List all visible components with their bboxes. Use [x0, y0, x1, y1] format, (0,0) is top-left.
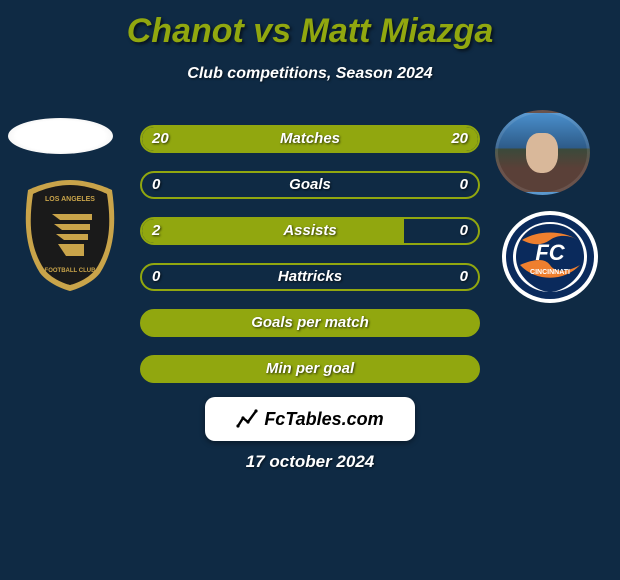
stat-value-right: 0	[460, 173, 468, 197]
crest-left-line2: FOOTBALL CLUB	[45, 268, 97, 274]
player-right-avatar	[495, 110, 590, 195]
stat-label: Goals	[142, 173, 478, 197]
page-subtitle: Club competitions, Season 2024	[0, 65, 620, 83]
crest-right-city: CINCINNATI	[530, 269, 570, 276]
stat-row: 2Assists0	[140, 217, 480, 245]
stat-label: Assists	[142, 219, 478, 243]
stat-value-right: 0	[460, 265, 468, 289]
team-right-crest: FC CINCINNATI	[500, 210, 600, 305]
stat-value-right: 0	[460, 219, 468, 243]
stat-value-right: 20	[451, 127, 468, 151]
stats-container: 20Matches200Goals02Assists00Hattricks0 G…	[140, 125, 480, 401]
stat-label: Hattricks	[142, 265, 478, 289]
crest-left-line1: LOS ANGELES	[45, 196, 95, 203]
date-text: 17 october 2024	[0, 452, 620, 472]
page-title: Chanot vs Matt Miazga	[0, 0, 620, 51]
stat-label: Matches	[142, 127, 478, 151]
stat-row: 20Matches20	[140, 125, 480, 153]
stat-row-full: Min per goal	[140, 355, 480, 383]
player-left-avatar	[8, 118, 113, 154]
stat-row: 0Hattricks0	[140, 263, 480, 291]
crest-right-initials: FC	[535, 240, 565, 265]
badge-text: FcTables.com	[264, 409, 383, 430]
stat-row: 0Goals0	[140, 171, 480, 199]
stat-label: Min per goal	[142, 357, 478, 381]
stat-label: Goals per match	[142, 311, 478, 335]
stat-row-full: Goals per match	[140, 309, 480, 337]
source-badge: FcTables.com	[205, 397, 415, 441]
chart-icon	[236, 408, 258, 430]
team-left-crest: LOS ANGELES FOOTBALL CLUB	[20, 178, 120, 293]
